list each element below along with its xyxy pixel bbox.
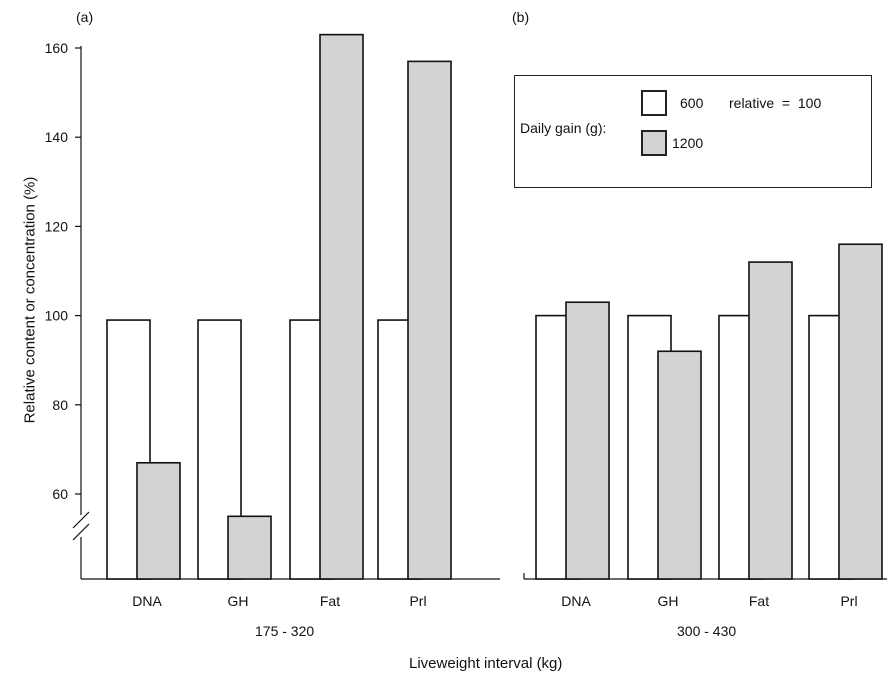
bar-1200-fat [748,261,793,580]
category-label: Fat [320,593,340,609]
category-label: Prl [409,593,426,609]
bar-1200-fat [319,33,364,580]
panel-b-label: (b) [512,9,530,25]
bar-1200-prl [838,243,883,580]
x-axis-title: Liveweight interval (kg) [409,655,563,672]
bar-1200-dna [565,301,610,580]
legend-title: Daily gain (g): [520,120,607,136]
panel-a-label: (a) [76,9,94,25]
legend-swatch-1200 [641,130,667,156]
legend-note-relative: relative = 100 [729,95,822,111]
y-tick-label: 140 [45,129,69,145]
bar-1200-dna [136,461,181,580]
category-label: DNA [132,593,162,609]
category-label: DNA [561,593,591,609]
bar-600-gh [197,319,242,580]
y-tick-label: 100 [45,308,69,324]
bar-1200-gh [657,350,702,580]
category-label: Fat [749,593,769,609]
panel-b-group-label: 300 - 430 [677,623,737,639]
bar-1200-prl [407,60,452,580]
legend-label-1200: 1200 [672,135,704,151]
y-tick-label: 120 [45,218,69,234]
category-label: GH [228,593,249,609]
category-label: Prl [840,593,857,609]
category-label: GH [658,593,679,609]
panel-a-group-label: 175 - 320 [255,623,315,639]
y-tick-label: 60 [52,486,68,502]
legend [514,75,872,188]
axis-break-mark [72,523,90,541]
legend-swatch-600 [641,90,667,116]
bar-1200-gh [227,515,272,580]
y-axis-title: Relative content or concentration (%) [21,176,39,424]
y-tick-label: 80 [52,397,68,413]
legend-label-600: 600 [680,95,704,111]
y-tick-label: 160 [45,40,69,56]
axis-break-mark [72,511,90,529]
